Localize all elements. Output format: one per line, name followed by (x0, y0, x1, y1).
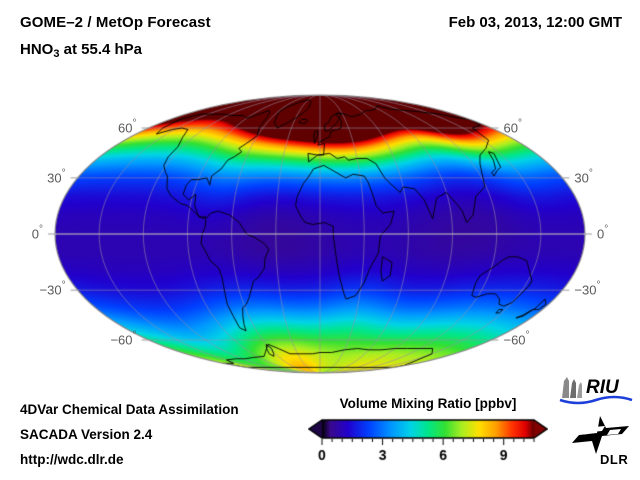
latitude-label-left-60: 60° (118, 118, 137, 136)
riu-logo: RIU (556, 372, 634, 406)
latitude-label-left-0: 0° (31, 224, 43, 242)
footer-version-label: SACADA Version 2.4 (20, 427, 153, 442)
latitude-label-left-30: 30° (47, 167, 66, 186)
latitude-label-right--30: −30° (574, 280, 601, 298)
riu-tower-icon (562, 377, 582, 398)
latitude-label-right-30: 30° (574, 167, 593, 186)
footer-assimilation-label: 4DVar Chemical Data Assimilation (20, 402, 239, 417)
colorbar-scale (308, 418, 548, 474)
species-formula-subscript: 3 (53, 48, 60, 60)
latitude-label-left--30: −30° (39, 280, 66, 298)
species-formula-suffix: at 55.4 hPa (59, 41, 143, 58)
header-instrument-title: GOME–2 / MetOp Forecast (20, 14, 211, 31)
colorbar-title: Volume Mixing Ratio [ppbv] (339, 396, 517, 411)
species-formula-prefix: HNO (20, 41, 54, 58)
mollweide-map: 60° 60° 30° 30° 0° 0° −30° −30° −60° −60° (0, 76, 640, 388)
riu-wordmark: RIU (586, 377, 620, 398)
header-datetime: Feb 03, 2013, 12:00 GMT (448, 14, 622, 31)
header-species-title: HNO3 at 55.4 hPa (20, 41, 143, 60)
colorbar: Volume Mixing Ratio [ppbv] (300, 396, 556, 476)
latitude-label-left--60: −60° (110, 329, 137, 348)
latitude-label-right-0: 0° (597, 224, 609, 242)
latitude-label-right--60: −60° (503, 329, 530, 348)
riu-wave-icon (559, 395, 633, 405)
latitude-label-right-60: 60° (503, 118, 522, 136)
map-data-canvas (0, 76, 640, 388)
dlr-bird-icon (572, 416, 629, 454)
footer-url-link[interactable]: http://wdc.dlr.de (20, 452, 124, 467)
dlr-wordmark: DLR (600, 452, 629, 467)
dlr-logo (566, 414, 636, 472)
